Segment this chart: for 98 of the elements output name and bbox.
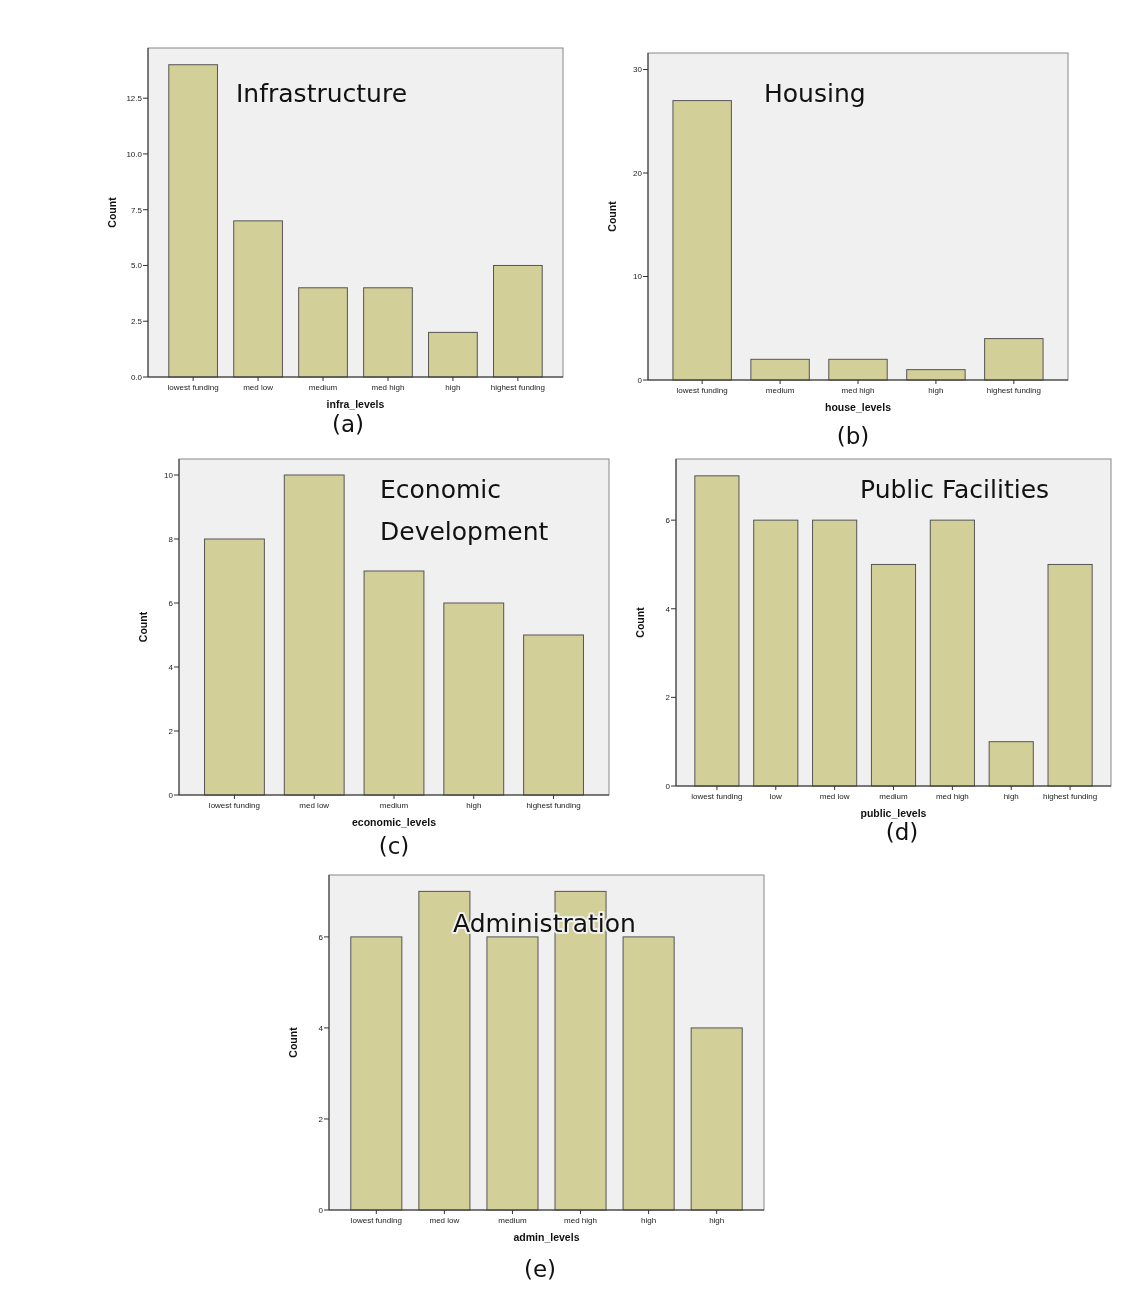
bar	[988, 741, 1034, 787]
bar	[443, 602, 505, 796]
bar	[694, 475, 740, 787]
y-tick-label: 6	[168, 598, 174, 608]
x-tick-label: high	[641, 1216, 657, 1225]
x-tick-label: medium	[879, 792, 909, 801]
x-tick-label: med high	[564, 1216, 597, 1225]
y-tick-label: 20	[633, 168, 643, 178]
text: (b)	[836, 423, 870, 449]
bar	[828, 358, 888, 381]
x-tick-label: med low	[429, 1216, 460, 1225]
y-tick-label: 7.5	[130, 205, 143, 215]
x-tick-label: low	[769, 792, 782, 801]
x-tick-label: high	[709, 1216, 725, 1225]
x-tick-label: medium	[498, 1216, 528, 1225]
y-tick-label: 0	[637, 375, 643, 385]
bar	[812, 519, 858, 787]
y-tick-label: 30	[633, 65, 643, 75]
x-tick-label: highest funding	[490, 383, 545, 392]
y-tick-label: 4	[168, 662, 174, 672]
text: (d)	[885, 819, 919, 845]
y-axis-title: Count	[137, 611, 149, 643]
bar	[350, 936, 403, 1211]
y-tick-label: 10	[633, 272, 643, 282]
x-tick-label: high	[445, 383, 461, 392]
y-tick-label: 5.0	[130, 261, 143, 271]
bar	[690, 1027, 743, 1211]
bar	[750, 358, 810, 381]
bar	[168, 64, 218, 378]
bar	[363, 287, 413, 378]
y-tick-label: 4	[665, 604, 671, 614]
bar	[870, 563, 917, 787]
x-tick-label: high	[466, 801, 482, 810]
text: (a)	[331, 411, 365, 437]
text: Infrastructure	[236, 78, 408, 108]
x-tick-label: highest funding	[986, 386, 1041, 395]
y-axis-title: Count	[606, 200, 618, 232]
text: (c)	[378, 833, 410, 859]
text: Public Facilities	[860, 474, 1050, 504]
x-tick-label: med low	[299, 801, 330, 810]
x-tick-label: med high	[371, 383, 405, 392]
text: Housing	[764, 78, 866, 108]
bar	[493, 264, 543, 378]
bar	[298, 287, 348, 378]
y-tick-label: 10.0	[126, 149, 143, 159]
x-tick-label: highest funding	[526, 801, 581, 810]
x-tick-label: highest funding	[1042, 792, 1098, 801]
x-tick-label: high	[1003, 792, 1019, 801]
x-tick-label: high	[928, 386, 944, 395]
y-tick-label: 2	[168, 726, 174, 736]
y-axis-title: Count	[634, 606, 646, 638]
x-tick-label: med high	[935, 792, 969, 801]
y-tick-label: 12.5	[126, 93, 143, 103]
bar	[1047, 563, 1093, 787]
x-axis-title: admin_levels	[513, 1231, 580, 1243]
y-tick-label: 10	[164, 470, 174, 480]
y-tick-label: 6	[318, 932, 324, 942]
x-tick-label: medium	[308, 383, 338, 392]
y-tick-label: 2.5	[130, 317, 143, 327]
y-tick-label: 8	[168, 534, 174, 544]
bar	[233, 220, 283, 378]
x-tick-label: lowest funding	[167, 383, 219, 392]
bar	[428, 331, 478, 378]
y-axis-title: Count	[106, 196, 118, 228]
y-tick-label: 0	[318, 1205, 324, 1215]
bar	[363, 570, 425, 796]
x-axis-title: infra_levels	[326, 398, 385, 410]
y-tick-label: 0	[665, 781, 671, 791]
bar	[984, 338, 1044, 381]
bar	[486, 936, 539, 1211]
x-axis-title: economic_levels	[351, 816, 437, 828]
x-tick-label: lowest funding	[676, 386, 728, 395]
text: (e)	[523, 1256, 557, 1282]
x-tick-label: medium	[765, 386, 795, 395]
y-tick-label: 0	[168, 790, 174, 800]
bar	[672, 100, 732, 381]
bar	[523, 634, 584, 796]
bar	[753, 519, 799, 787]
bar	[622, 936, 675, 1211]
y-tick-label: 4	[318, 1023, 324, 1033]
x-axis-title: public_levels	[860, 807, 927, 819]
y-tick-label: 6	[665, 515, 671, 525]
y-axis-title: Count	[287, 1026, 299, 1058]
text: Economic Development	[380, 474, 549, 546]
bar	[283, 474, 345, 796]
x-axis-title: house_levels	[825, 401, 892, 413]
bar	[929, 519, 975, 787]
x-tick-label: medium	[379, 801, 409, 810]
bar	[204, 538, 265, 796]
y-tick-label: 0.0	[130, 372, 143, 382]
x-tick-label: lowest funding	[350, 1216, 402, 1225]
x-tick-label: lowest funding	[208, 801, 261, 810]
y-tick-label: 2	[665, 693, 671, 703]
x-tick-label: med high	[841, 386, 875, 395]
x-tick-label: lowest funding	[691, 792, 743, 801]
x-tick-label: med low	[819, 792, 850, 801]
x-tick-label: med low	[243, 383, 274, 392]
y-tick-label: 2	[318, 1114, 324, 1124]
